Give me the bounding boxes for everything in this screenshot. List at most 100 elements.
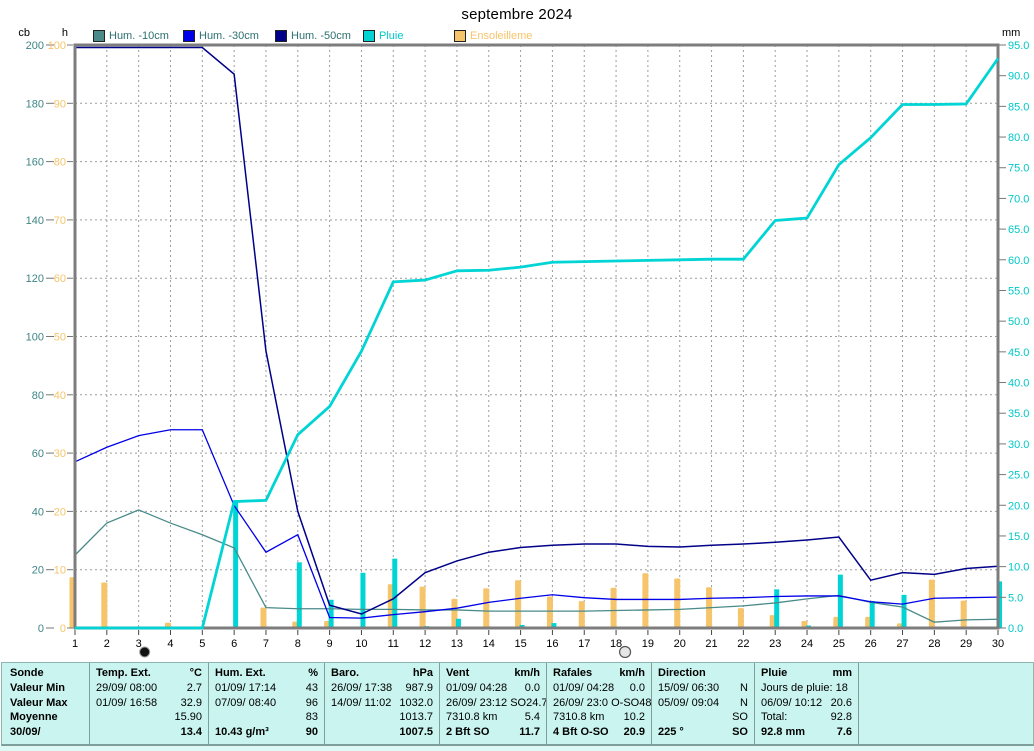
legend-item-pluie[interactable]: Pluie: [363, 30, 403, 42]
stats-cell: 26/09/ 17:38 987.9: [331, 681, 433, 694]
svg-text:23: 23: [769, 638, 781, 650]
stats-cell: 01/09/ 16:58 32.9: [96, 696, 202, 709]
svg-text:28: 28: [928, 638, 940, 650]
svg-text:80: 80: [54, 157, 66, 169]
svg-text:75.0: 75.0: [1008, 163, 1029, 175]
stats-cell: 07/09/ 08:40 96: [215, 696, 318, 709]
svg-text:70.0: 70.0: [1008, 193, 1029, 205]
svg-text:35.0: 35.0: [1008, 408, 1029, 420]
svg-text:60: 60: [54, 273, 66, 285]
legend-swatch-hum-50cm: [275, 30, 287, 42]
svg-text:100: 100: [26, 332, 44, 344]
svg-text:90.0: 90.0: [1008, 71, 1029, 83]
svg-text:21: 21: [705, 638, 717, 650]
stats-col-header: Baro. hPa: [331, 667, 433, 679]
stats-row-label: 30/09/: [10, 726, 41, 739]
svg-text:50: 50: [54, 332, 66, 344]
svg-text:26: 26: [865, 638, 877, 650]
svg-text:0.0: 0.0: [1008, 623, 1023, 635]
svg-text:70: 70: [54, 215, 66, 227]
legend-label: Ensoleilleme: [470, 30, 533, 42]
rain-bar-day-13: [455, 618, 461, 628]
svg-text:2: 2: [104, 638, 110, 650]
stats-col-row-labels: Sonde Valeur Min Valeur Max Moyenne 30/09/: [2, 663, 89, 744]
chart-title: septembre 2024: [461, 6, 573, 23]
legend-item-ensoleilleme[interactable]: Ensoleilleme: [454, 30, 532, 42]
svg-text:5: 5: [199, 638, 205, 650]
stats-cell: 06/09/ 10:12 20.6: [761, 696, 852, 709]
stats-col-header: Pluie mm: [761, 667, 852, 679]
legend-swatch-pluie: [363, 30, 375, 42]
svg-text:6: 6: [231, 638, 237, 650]
svg-text:15: 15: [514, 638, 526, 650]
legend-item-hum-50cm[interactable]: Hum. -50cm: [275, 30, 351, 42]
svg-text:45.0: 45.0: [1008, 347, 1029, 359]
sunshine-bar-day-15: [515, 580, 522, 628]
svg-text:16: 16: [546, 638, 558, 650]
stats-cell: 01/09/ 17:14 43: [215, 681, 318, 694]
left-axis-unit-h: h: [61, 27, 68, 39]
left-axis-unit-cb: cb: [18, 27, 30, 39]
stats-col-header: Vent km/h: [446, 667, 540, 679]
legend-label: Hum. -50cm: [291, 30, 351, 42]
rain-bar-day-27: [901, 594, 907, 628]
svg-text:90: 90: [54, 98, 66, 110]
chart-plot[interactable]: 0204060801001201401601802000102030405060…: [0, 0, 1034, 658]
stats-cell: Jours de pluie: 18: [761, 681, 848, 694]
sunshine-bar-day-22: [737, 608, 744, 628]
svg-text:40: 40: [32, 506, 44, 518]
stats-cell: 13.4: [180, 726, 202, 739]
stats-col-rafales: Rafales km/h 01/09/ 04:28 0.0 26/09/ 23:0 O-…: [546, 663, 651, 744]
x-axis-days: 1 2 3 4 5 6 7 8 9 10 11 12 13 14 15 16 17 18 19 20 21 22 23 24 2…: [72, 630, 1004, 650]
stats-cell: 7310.8 km 5.4: [446, 711, 540, 724]
stats-cell: 15.90: [174, 711, 202, 724]
svg-text:180: 180: [26, 98, 44, 110]
stats-cell: 01/09/ 04:28 0.0: [446, 681, 540, 694]
legend-item-hum-10cm[interactable]: Hum. -10cm: [93, 30, 169, 42]
svg-text:20.0: 20.0: [1008, 500, 1029, 512]
sunshine-bar-day-2: [101, 582, 108, 628]
svg-text:13: 13: [451, 638, 463, 650]
stats-row-label: Sonde: [10, 667, 44, 679]
stats-cell: 225 ° SO: [658, 726, 748, 739]
stats-cell: 2 Bft SO 11.7: [446, 726, 540, 739]
stats-cell: 1007.5: [399, 726, 433, 739]
svg-text:65.0: 65.0: [1008, 224, 1029, 236]
svg-text:20: 20: [32, 565, 44, 577]
svg-text:30: 30: [54, 448, 66, 460]
svg-text:12: 12: [419, 638, 431, 650]
svg-text:85.0: 85.0: [1008, 101, 1029, 113]
svg-text:27: 27: [896, 638, 908, 650]
chart-gridlines: [74, 45, 999, 628]
svg-text:55.0: 55.0: [1008, 285, 1029, 297]
stats-col-baro: Baro. hPa 26/09/ 17:38 987.9 14/09/ 11:02 103…: [324, 663, 439, 744]
legend-item-hum-30cm[interactable]: Hum. -30cm: [183, 30, 259, 42]
stats-col-header: Rafales km/h: [553, 667, 645, 679]
stats-cell: 92.8 mm 7.6: [761, 726, 852, 739]
svg-text:5.0: 5.0: [1008, 592, 1023, 604]
svg-text:4: 4: [167, 638, 173, 650]
stats-cell: 10.43 g/m³ 90: [215, 726, 318, 739]
svg-text:40: 40: [54, 390, 66, 402]
rain-bar-day-26: [869, 600, 875, 628]
rain-bar-day-9: [328, 599, 334, 628]
svg-text:160: 160: [26, 157, 44, 169]
stats-col-header: Temp. Ext. °C: [96, 667, 202, 679]
svg-text:1: 1: [72, 638, 78, 650]
sunshine-bar-day-19: [642, 573, 649, 628]
svg-text:10: 10: [355, 638, 367, 650]
svg-text:14: 14: [483, 638, 495, 650]
svg-text:95.0: 95.0: [1008, 40, 1029, 52]
stats-cell: 01/09/ 04:28 0.0: [553, 681, 645, 694]
series-line-hum-50cm: [75, 46, 999, 615]
legend-label: Hum. -10cm: [109, 30, 169, 42]
svg-text:0: 0: [60, 623, 66, 635]
svg-text:30: 30: [992, 638, 1004, 650]
right-axis-unit-mm: mm: [1002, 27, 1021, 39]
svg-text:30.0: 30.0: [1008, 439, 1029, 451]
plot-frame: [73, 43, 1000, 630]
svg-text:19: 19: [642, 638, 654, 650]
stats-col-header: Hum. Ext.%: [215, 667, 318, 679]
